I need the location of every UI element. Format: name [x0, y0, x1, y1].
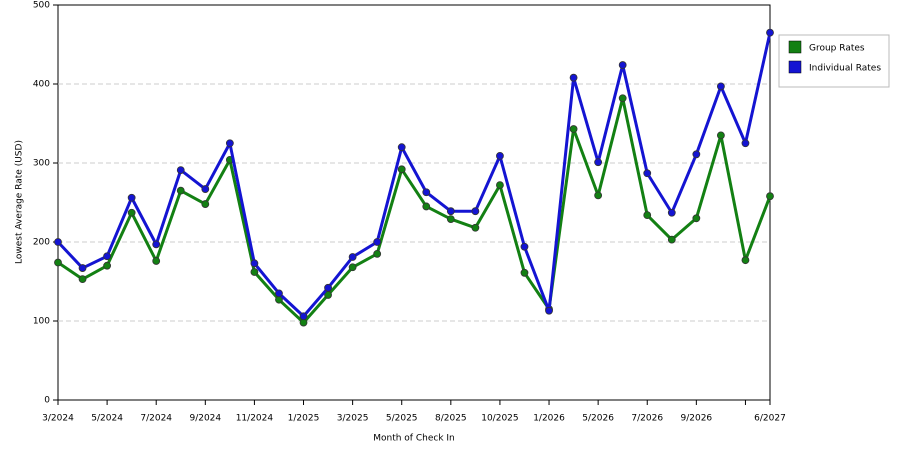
data-point	[545, 306, 553, 315]
data-point	[422, 188, 431, 197]
data-point	[176, 186, 185, 195]
data-point	[201, 200, 210, 208]
x-tick-label: 3/2024	[42, 414, 74, 424]
x-tick-label: 9/2026	[681, 414, 713, 424]
data-point	[152, 257, 161, 265]
x-tick-label: 10/2025	[481, 414, 518, 424]
data-point	[766, 28, 774, 37]
data-point	[225, 139, 234, 148]
x-tick-label: 5/2026	[582, 414, 614, 424]
data-point	[103, 261, 112, 270]
data-point	[741, 256, 750, 265]
data-point	[471, 223, 480, 232]
data-point	[127, 208, 136, 217]
data-point	[373, 249, 382, 258]
data-point	[446, 215, 455, 223]
y-axis-label: Lowest Average Rate (USD)	[15, 140, 25, 264]
data-point	[324, 283, 332, 292]
x-tick-label: 6/2027	[754, 414, 786, 424]
y-tick-label: 0	[44, 396, 50, 406]
data-point	[299, 312, 308, 321]
legend-label: Group Rates	[809, 44, 865, 54]
x-tick-label: 11/2024	[236, 414, 274, 424]
data-point	[127, 193, 136, 202]
data-point	[54, 258, 62, 267]
data-point	[78, 264, 87, 272]
data-point	[348, 253, 357, 261]
data-point	[348, 263, 357, 272]
x-tick-label: 7/2026	[631, 414, 663, 424]
data-point	[569, 73, 578, 82]
data-point	[741, 139, 750, 148]
data-point	[422, 202, 431, 211]
x-tick-label: 1/2025	[288, 414, 320, 424]
data-point	[667, 208, 676, 217]
data-point	[152, 240, 161, 249]
y-tick-label: 100	[33, 317, 50, 327]
y-tick-label: 200	[33, 238, 50, 248]
data-point	[373, 238, 382, 246]
data-point	[716, 131, 725, 140]
data-point	[594, 158, 603, 167]
x-tick-label: 9/2024	[189, 414, 221, 424]
data-point	[594, 191, 603, 200]
data-point	[471, 207, 480, 216]
data-point	[692, 214, 701, 223]
plot-area	[57, 4, 771, 401]
data-point	[618, 94, 627, 103]
x-tick-label: 7/2024	[140, 414, 172, 424]
data-point	[520, 242, 529, 251]
data-point	[692, 150, 701, 159]
data-point	[250, 268, 259, 276]
x-axis-label: Month of Check In	[373, 434, 455, 444]
x-tick-label: 1/2026	[533, 414, 565, 424]
x-tick-label: 3/2025	[337, 414, 369, 424]
legend-label: Individual Rates	[809, 64, 881, 74]
data-point	[667, 235, 676, 244]
data-point	[103, 252, 112, 261]
data-point	[201, 185, 210, 193]
data-point	[78, 275, 87, 284]
x-tick-label: 8/2025	[435, 414, 467, 424]
data-point	[643, 211, 652, 220]
data-point	[176, 166, 185, 175]
y-tick-label: 500	[33, 1, 50, 11]
data-point	[618, 61, 627, 69]
data-point	[397, 143, 406, 152]
legend-swatch	[788, 40, 802, 54]
x-tick-label: 5/2025	[386, 414, 418, 424]
series-line	[57, 96, 772, 325]
data-point	[716, 82, 725, 91]
data-point	[54, 238, 62, 246]
y-tick-label: 400	[33, 80, 50, 90]
data-point	[643, 169, 652, 178]
data-point	[496, 181, 504, 190]
data-point	[766, 192, 774, 201]
data-point	[520, 268, 529, 277]
y-tick-label: 300	[33, 159, 50, 169]
x-tick-label: 5/2024	[91, 414, 123, 424]
data-point	[250, 259, 259, 268]
data-point	[569, 125, 578, 133]
data-point	[496, 151, 504, 160]
data-point	[446, 207, 455, 216]
legend-swatch	[788, 60, 802, 74]
data-point	[397, 165, 406, 174]
series-line	[56, 32, 772, 318]
data-point	[275, 289, 283, 298]
